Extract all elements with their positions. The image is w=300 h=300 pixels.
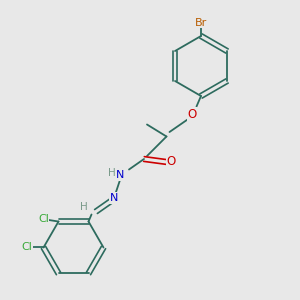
Text: N: N xyxy=(116,170,124,181)
Text: O: O xyxy=(167,155,176,169)
Text: Br: Br xyxy=(195,17,207,28)
Text: N: N xyxy=(110,193,118,203)
Text: H: H xyxy=(80,202,88,212)
Text: Cl: Cl xyxy=(22,242,32,253)
Text: O: O xyxy=(188,107,196,121)
Text: H: H xyxy=(108,167,116,178)
Text: Cl: Cl xyxy=(38,214,49,224)
